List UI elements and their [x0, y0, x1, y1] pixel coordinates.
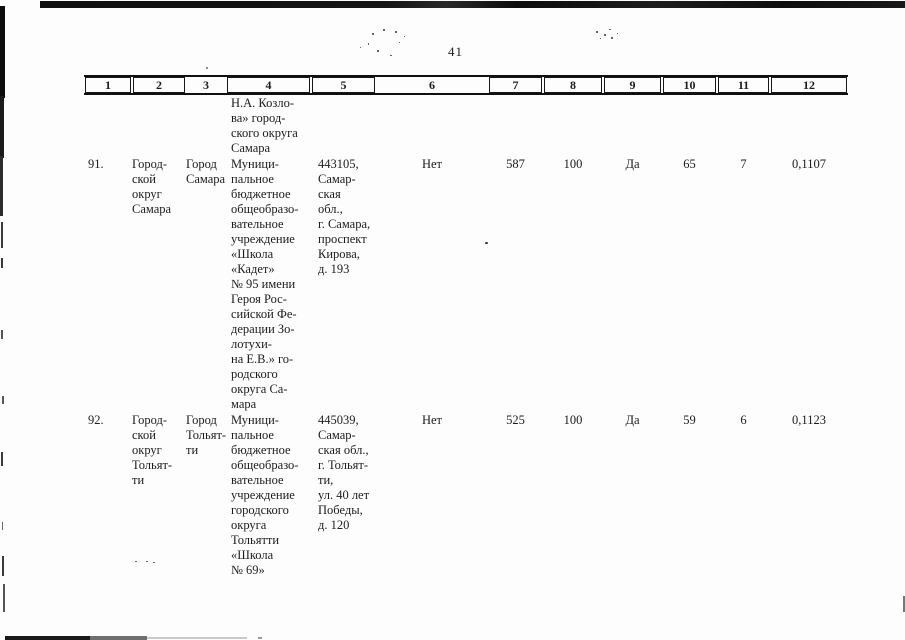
- column-header-11: 11: [718, 77, 769, 93]
- cell-col11: 6: [740, 413, 747, 427]
- cell-city: Город Тольят- ти: [186, 413, 227, 457]
- column-header-6: 6: [429, 78, 435, 92]
- scan-speckle: [611, 37, 613, 39]
- scan-speckle: [153, 562, 155, 563]
- scan-artifact-top-edge: [40, 1, 905, 8]
- column-header-10: 10: [663, 77, 716, 93]
- column-header-2: 2: [133, 77, 185, 93]
- scan-artifact-bottom-bar: [90, 636, 147, 640]
- column-header-7: 7: [489, 77, 542, 93]
- scan-speckle: [146, 561, 148, 562]
- scan-speckle: [206, 67, 208, 69]
- column-header-5: 5: [312, 77, 375, 93]
- scan-artifact-left-dash: [1, 330, 3, 339]
- cell-institution-name: Муници- пальное бюджетное общеобразо- ва…: [231, 157, 299, 411]
- scan-artifact-bottom-bar: [258, 637, 262, 639]
- cell-row-number: 91.: [88, 157, 104, 171]
- cell-empty: [84, 95, 132, 96]
- scan-speckle: [596, 31, 598, 33]
- cell-col12: 0,1107: [792, 157, 826, 171]
- cell-institution-name-carryover: Н.А. Козло- ва» город- ского округа Сама…: [231, 96, 298, 155]
- scan-artifact-right-edge: [903, 596, 905, 612]
- cell-col7: 587: [506, 157, 525, 171]
- cell-col9: Да: [625, 413, 640, 427]
- cell-empty: [132, 95, 186, 96]
- cell-col6: Нет: [421, 413, 443, 427]
- scan-speckle: [404, 36, 405, 37]
- scan-speckle: [383, 29, 385, 31]
- column-header-8: 8: [544, 77, 602, 93]
- scan-speckle: [390, 55, 392, 56]
- cell-empty: [186, 95, 226, 96]
- cell-address: 445039, Самар- ская обл., г. Тольят- ти,…: [318, 413, 370, 532]
- column-header-1: 1: [85, 77, 131, 93]
- scan-speckle: [399, 42, 400, 43]
- scan-speckle: [135, 561, 137, 562]
- scan-artifact-bottom-bar: [5, 636, 90, 640]
- cell-municipality: Город- ской округ Тольят- ти: [132, 413, 173, 487]
- scan-artifact-bottom-bar: [147, 637, 247, 639]
- scan-speckle: [372, 33, 374, 35]
- scan-artifact-left-dash: [1, 222, 3, 248]
- scan-speckle: [604, 34, 606, 36]
- scan-speckle: [617, 33, 618, 34]
- scan-artifact-left-edge: [0, 96, 4, 158]
- page-number: 41: [448, 44, 463, 59]
- scan-artifact-left-dash: [2, 396, 4, 404]
- table-row-carryover: Н.А. Козло- ва» город- ского округа Сама…: [84, 95, 848, 156]
- cell-col12: 0,1123: [792, 413, 826, 427]
- cell-city: Город Самара: [186, 157, 226, 186]
- scan-artifact-left-edge: [0, 156, 3, 216]
- cell-col8: 100: [563, 413, 583, 427]
- cell-col10: 65: [683, 157, 696, 171]
- scan-artifact-left-dash: [3, 584, 5, 612]
- cell-col11: 7: [740, 157, 747, 171]
- column-header-4: 4: [227, 77, 310, 93]
- cell-col10: 59: [683, 413, 696, 427]
- scan-speckle: [600, 38, 601, 39]
- cell-col9: Да: [625, 157, 640, 171]
- scan-artifact-left-dash: [2, 556, 4, 576]
- scan-artifact-left-dash: [2, 522, 3, 530]
- table-row-92: 92. Город- ской округ Тольят- ти Город Т…: [84, 412, 848, 578]
- cell-institution-name: Муници- пальное бюджетное общеобразо- ва…: [231, 413, 299, 577]
- scan-speckle: [360, 47, 361, 48]
- scan-artifact-left-dash: [1, 452, 3, 466]
- cell-municipality: Город- ской округ Самара: [132, 157, 172, 216]
- scan-speckle: [377, 50, 379, 52]
- scan-speckle: [368, 43, 369, 45]
- cell-col8: 100: [563, 157, 583, 171]
- cell-address: 443105, Самар- ская обл., г. Самара, про…: [318, 157, 371, 276]
- scan-speckle: [485, 242, 488, 244]
- data-table: 1 2 3 4 5 6 7 8 9 10 11 12 Н.А. Козло- в…: [84, 75, 848, 578]
- column-header-12: 12: [771, 77, 847, 93]
- cell-col7: 525: [506, 413, 525, 427]
- cell-col6: Нет: [421, 157, 443, 171]
- table-header-row: 1 2 3 4 5 6 7 8 9 10 11 12: [84, 75, 848, 95]
- scan-speckle: [609, 29, 611, 30]
- column-header-3: 3: [203, 78, 209, 92]
- column-header-9: 9: [604, 77, 661, 93]
- scan-artifact-left-edge: [0, 6, 5, 98]
- cell-row-number: 92.: [88, 413, 104, 427]
- scan-speckle: [395, 31, 397, 33]
- table-row-91: 91. Город- ской округ Самара Город Самар…: [84, 156, 848, 412]
- scan-artifact-left-dash: [1, 258, 3, 268]
